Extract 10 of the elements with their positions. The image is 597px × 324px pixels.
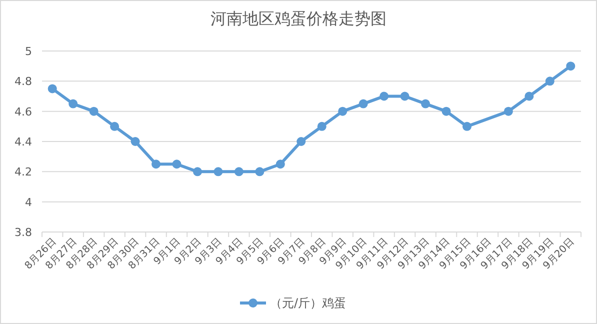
- y-tick-label: 4.4: [14, 136, 32, 148]
- y-tick-label: 4.6: [14, 105, 32, 118]
- chart-title: 河南地区鸡蛋价格走势图: [210, 10, 386, 28]
- y-tick-label: 5: [25, 45, 32, 58]
- y-tick-label: 4: [25, 196, 32, 209]
- legend: （元/斤）鸡蛋: [240, 296, 346, 310]
- y-tick-label: 4.8: [14, 75, 32, 88]
- legend-label: （元/斤）鸡蛋: [270, 296, 346, 310]
- y-tick-label: 4.2: [14, 166, 32, 179]
- y-tick-label: 3.8: [14, 226, 32, 239]
